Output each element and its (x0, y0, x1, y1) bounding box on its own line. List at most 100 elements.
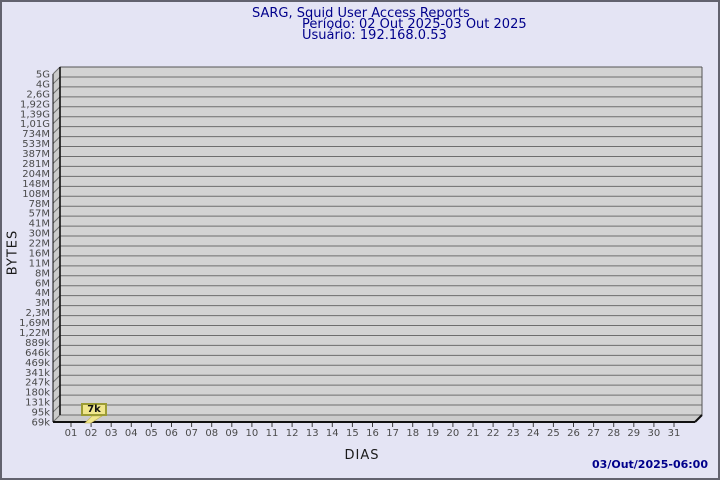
y-tick-label: 247k (25, 378, 50, 389)
y-tick-label: 8M (35, 268, 50, 279)
x-axis-labels: 01 02 03 04 05 06 07 08 09 10 11 12 13 14 15 16 17 18 19 20… (65, 428, 681, 439)
x-tick-label: 17 (386, 428, 399, 439)
y-tick-connector (52, 235, 61, 244)
x-axis-corner-slant (694, 414, 703, 423)
y-tick-label: 1,92G (20, 99, 50, 110)
y-tick-label: 533M (22, 139, 50, 150)
y-tick-connector (52, 354, 61, 363)
y-tick-label: 1,39G (20, 109, 50, 120)
y-tick-label: 387M (22, 149, 50, 160)
y-tick-label: 2,3M (25, 308, 50, 319)
y-tick-connector (52, 345, 61, 353)
floor (53, 415, 702, 422)
y-tick-label: 3M (35, 298, 50, 309)
y-tick-label: 30M (29, 229, 50, 240)
x-axis-title: DIAS (344, 448, 380, 463)
y-tick-label: 148M (22, 179, 50, 190)
y-tick-label: 22M (29, 239, 50, 250)
x-tick-label: 30 (648, 428, 661, 439)
x-tick-label: 21 (467, 428, 480, 439)
y-tick-label: 6M (35, 278, 50, 289)
y-tick-connector (52, 305, 61, 313)
y-tick-connector (52, 106, 61, 115)
y-tick-connector (52, 245, 61, 254)
generation-timestamp: 03/Out/2025-06:00 (592, 458, 708, 471)
y-tick-label: 646k (25, 348, 50, 359)
y-tick-label: 734M (22, 129, 50, 140)
y-tick-connector (52, 414, 61, 423)
y-tick-connector (52, 364, 61, 373)
y-tick-label: 69k (31, 418, 50, 429)
y-tick-connector (52, 166, 61, 174)
y-tick-connector (52, 295, 61, 304)
x-tick-label: 14 (326, 428, 339, 439)
y-tick-label: 16M (29, 248, 50, 259)
y-tick-label: 469k (25, 358, 50, 369)
chart-subtitle-user: Usuário: 192.168.0.53 (302, 28, 447, 43)
y-tick-label: 57M (29, 209, 50, 220)
y-tick-connector (52, 195, 61, 204)
y-tick-label: 281M (22, 159, 50, 170)
x-tick-label: 11 (266, 428, 279, 439)
x-tick-label: 05 (145, 428, 158, 439)
data-point-flag-tail (84, 415, 104, 424)
x-tick-label: 31 (668, 428, 681, 439)
y-tick-connector (52, 265, 61, 274)
y-tick-label: 204M (22, 169, 50, 180)
plot-background (60, 67, 702, 415)
y-tick-label: 5G (36, 70, 50, 81)
y-tick-connector (52, 225, 61, 234)
x-tick-label: 02 (85, 428, 98, 439)
x-tick-label: 09 (225, 428, 238, 439)
y-tick-label: 1,01G (20, 119, 50, 130)
y-axis-labels: 5G4G2,6G1,92G1,39G1,01G734M533M387M281M2… (19, 70, 50, 429)
x-tick-label: 20 (447, 428, 460, 439)
y-tick-connector (52, 136, 61, 144)
y-tick-connector (52, 315, 61, 323)
y-tick-label: 180k (25, 388, 50, 399)
x-tick-label: 29 (627, 428, 640, 439)
x-tick-label: 25 (547, 428, 560, 439)
y-tick-connector (52, 215, 61, 224)
y-tick-label: 78M (29, 199, 50, 210)
data-point-flag: 7k (81, 403, 107, 416)
y-tick-label: 2,6G (26, 89, 50, 100)
y-tick-connector (52, 116, 61, 125)
y-tick-connector (52, 66, 61, 75)
y-tick-label: 341k (25, 368, 50, 379)
y-tick-connector (52, 176, 61, 184)
y-tick-connector (52, 285, 61, 294)
y-tick-connector (52, 374, 61, 383)
y-tick-label: 108M (22, 189, 50, 200)
y-tick-connector (52, 205, 61, 214)
y-tick-label: 4G (36, 79, 50, 90)
y-tick-connector (52, 86, 61, 95)
y-tick-connector (52, 384, 61, 393)
y-tick-connector (52, 156, 61, 164)
x-tick-label: 27 (587, 428, 600, 439)
y-tick-connector (52, 76, 61, 85)
y-tick-connector (52, 126, 61, 135)
chart-title: SARG, Squid User Access Reports (252, 6, 470, 21)
x-tick-label: 23 (507, 428, 520, 439)
x-tick-label: 03 (105, 428, 118, 439)
x-tick-label: 18 (406, 428, 419, 439)
left-wall (53, 67, 60, 422)
x-tick-label: 19 (426, 428, 439, 439)
x-tick-label: 16 (366, 428, 379, 439)
y-tick-connector (52, 404, 61, 413)
x-tick-label: 28 (607, 428, 620, 439)
y-tick-label: 1,69M (19, 318, 50, 329)
y-tick-connector (52, 96, 61, 105)
x-tick-label: 26 (567, 428, 580, 439)
y-tick-connector (52, 185, 61, 194)
y-tick-connector (52, 335, 61, 343)
x-tick-label: 07 (185, 428, 198, 439)
y-tick-label: 41M (29, 219, 50, 230)
x-ticks (70, 423, 675, 427)
y-tick-label: 1,22M (19, 328, 50, 339)
y-tick-label: 4M (35, 288, 50, 299)
x-tick-label: 13 (306, 428, 319, 439)
